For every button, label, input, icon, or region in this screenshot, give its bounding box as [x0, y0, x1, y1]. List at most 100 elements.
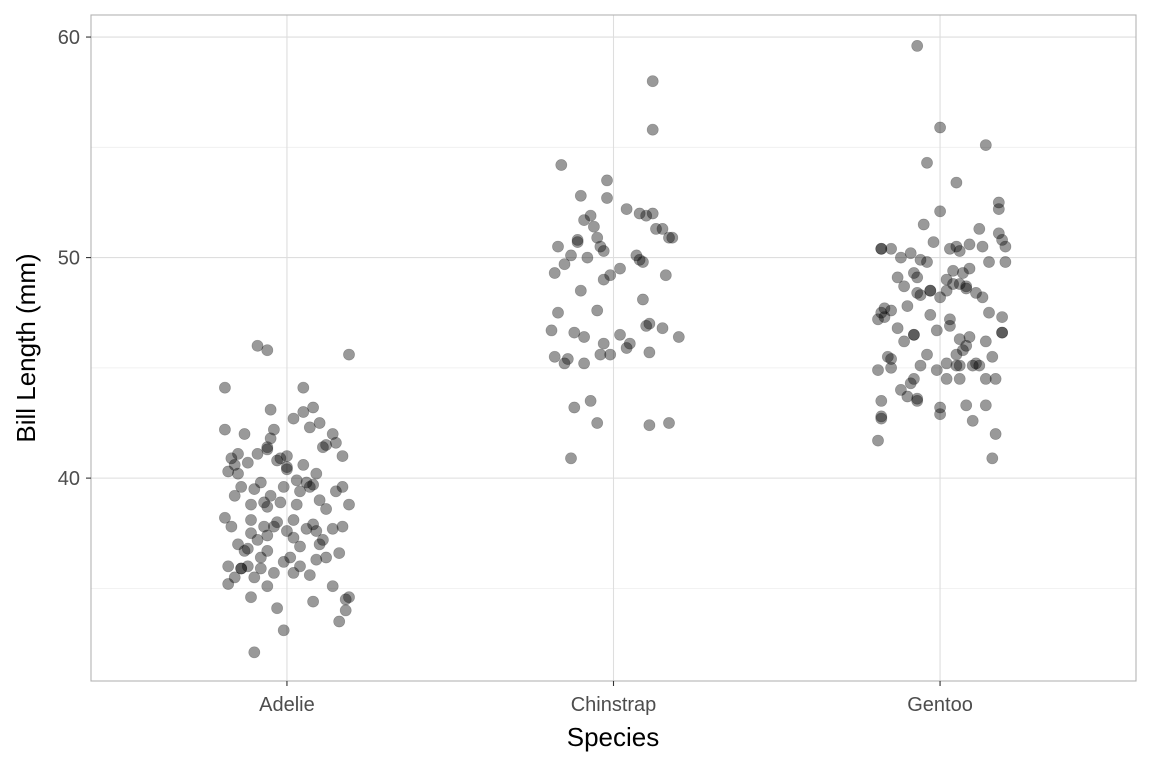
data-point: [947, 264, 959, 277]
data-point: [343, 498, 355, 511]
data-point: [914, 359, 927, 372]
data-point: [976, 291, 989, 304]
data-point: [898, 335, 910, 348]
data-point: [881, 350, 894, 363]
data-point: [277, 556, 290, 568]
data-point: [277, 480, 290, 493]
data-point: [228, 458, 241, 471]
data-point: [904, 247, 917, 260]
data-point: [287, 531, 300, 544]
data-point: [986, 452, 999, 465]
data-point: [640, 209, 653, 222]
x-tick-label: Adelie: [259, 694, 315, 716]
x-tick-label: Chinstrap: [571, 694, 657, 716]
data-point: [287, 567, 300, 579]
data-point: [280, 461, 293, 473]
data-point: [578, 357, 590, 370]
data-point: [601, 192, 613, 204]
data-point: [930, 364, 943, 376]
data-point: [950, 348, 963, 361]
data-point: [248, 646, 261, 659]
data-point: [950, 359, 963, 372]
data-point: [999, 256, 1012, 268]
data-point: [254, 562, 267, 575]
data-point: [297, 406, 310, 418]
data-point: [921, 156, 933, 169]
data-point: [944, 313, 956, 326]
data-point: [222, 578, 235, 590]
data-point: [614, 328, 626, 341]
data-point: [911, 40, 924, 52]
data-point: [904, 377, 917, 390]
data-point: [986, 350, 999, 363]
data-point: [300, 476, 313, 489]
data-point: [646, 75, 659, 88]
data-point: [895, 383, 907, 396]
data-point: [336, 450, 349, 462]
data-point: [604, 348, 617, 361]
data-point: [320, 551, 332, 564]
data-point: [297, 381, 310, 394]
data-point: [565, 249, 577, 262]
data-point: [898, 280, 910, 293]
data-point: [326, 428, 339, 440]
data-point: [895, 251, 907, 264]
data-point: [261, 500, 274, 513]
data-point: [970, 357, 982, 370]
data-point: [548, 267, 561, 279]
data-point: [232, 447, 244, 460]
data-point: [999, 240, 1012, 253]
data-point: [947, 278, 959, 290]
data-point: [232, 467, 244, 480]
data-point: [940, 284, 953, 297]
data-point: [555, 159, 568, 171]
data-point: [261, 344, 274, 357]
data-point: [983, 256, 995, 268]
data-point: [960, 282, 973, 295]
data-point: [333, 615, 346, 628]
data-point: [620, 203, 633, 215]
data-point: [878, 311, 891, 323]
data-point: [558, 258, 571, 271]
data-point: [258, 520, 270, 533]
data-point: [924, 284, 937, 297]
data-point: [584, 209, 597, 222]
data-point: [944, 319, 956, 332]
data-point: [656, 222, 669, 235]
data-point: [261, 545, 274, 557]
data-point: [979, 335, 992, 348]
data-point: [245, 591, 257, 604]
data-point: [875, 412, 888, 425]
data-point: [284, 551, 297, 564]
data-point: [290, 474, 303, 487]
data-point: [885, 242, 897, 255]
data-point: [303, 421, 316, 434]
data-point: [228, 489, 241, 502]
data-point: [885, 304, 897, 317]
data-point: [558, 357, 571, 370]
data-point: [261, 529, 274, 542]
data-point: [581, 251, 594, 264]
data-point: [316, 534, 329, 546]
data-point: [960, 280, 973, 293]
data-point: [992, 196, 1005, 209]
data-point: [908, 372, 920, 385]
data-point: [640, 319, 653, 332]
data-point: [280, 450, 293, 462]
data-point: [996, 326, 1008, 339]
data-point: [254, 551, 267, 564]
data-point: [594, 348, 607, 361]
data-point: [316, 441, 329, 454]
data-point: [623, 337, 636, 350]
data-point: [333, 547, 346, 559]
data-point: [343, 591, 355, 604]
data-point: [911, 286, 924, 299]
data-point: [591, 304, 604, 317]
data-point: [294, 560, 306, 573]
data-point: [307, 595, 319, 608]
data-point: [957, 344, 969, 357]
data-point: [307, 518, 319, 531]
data-point: [310, 525, 323, 537]
data-point: [254, 476, 267, 489]
data-point: [261, 580, 274, 593]
